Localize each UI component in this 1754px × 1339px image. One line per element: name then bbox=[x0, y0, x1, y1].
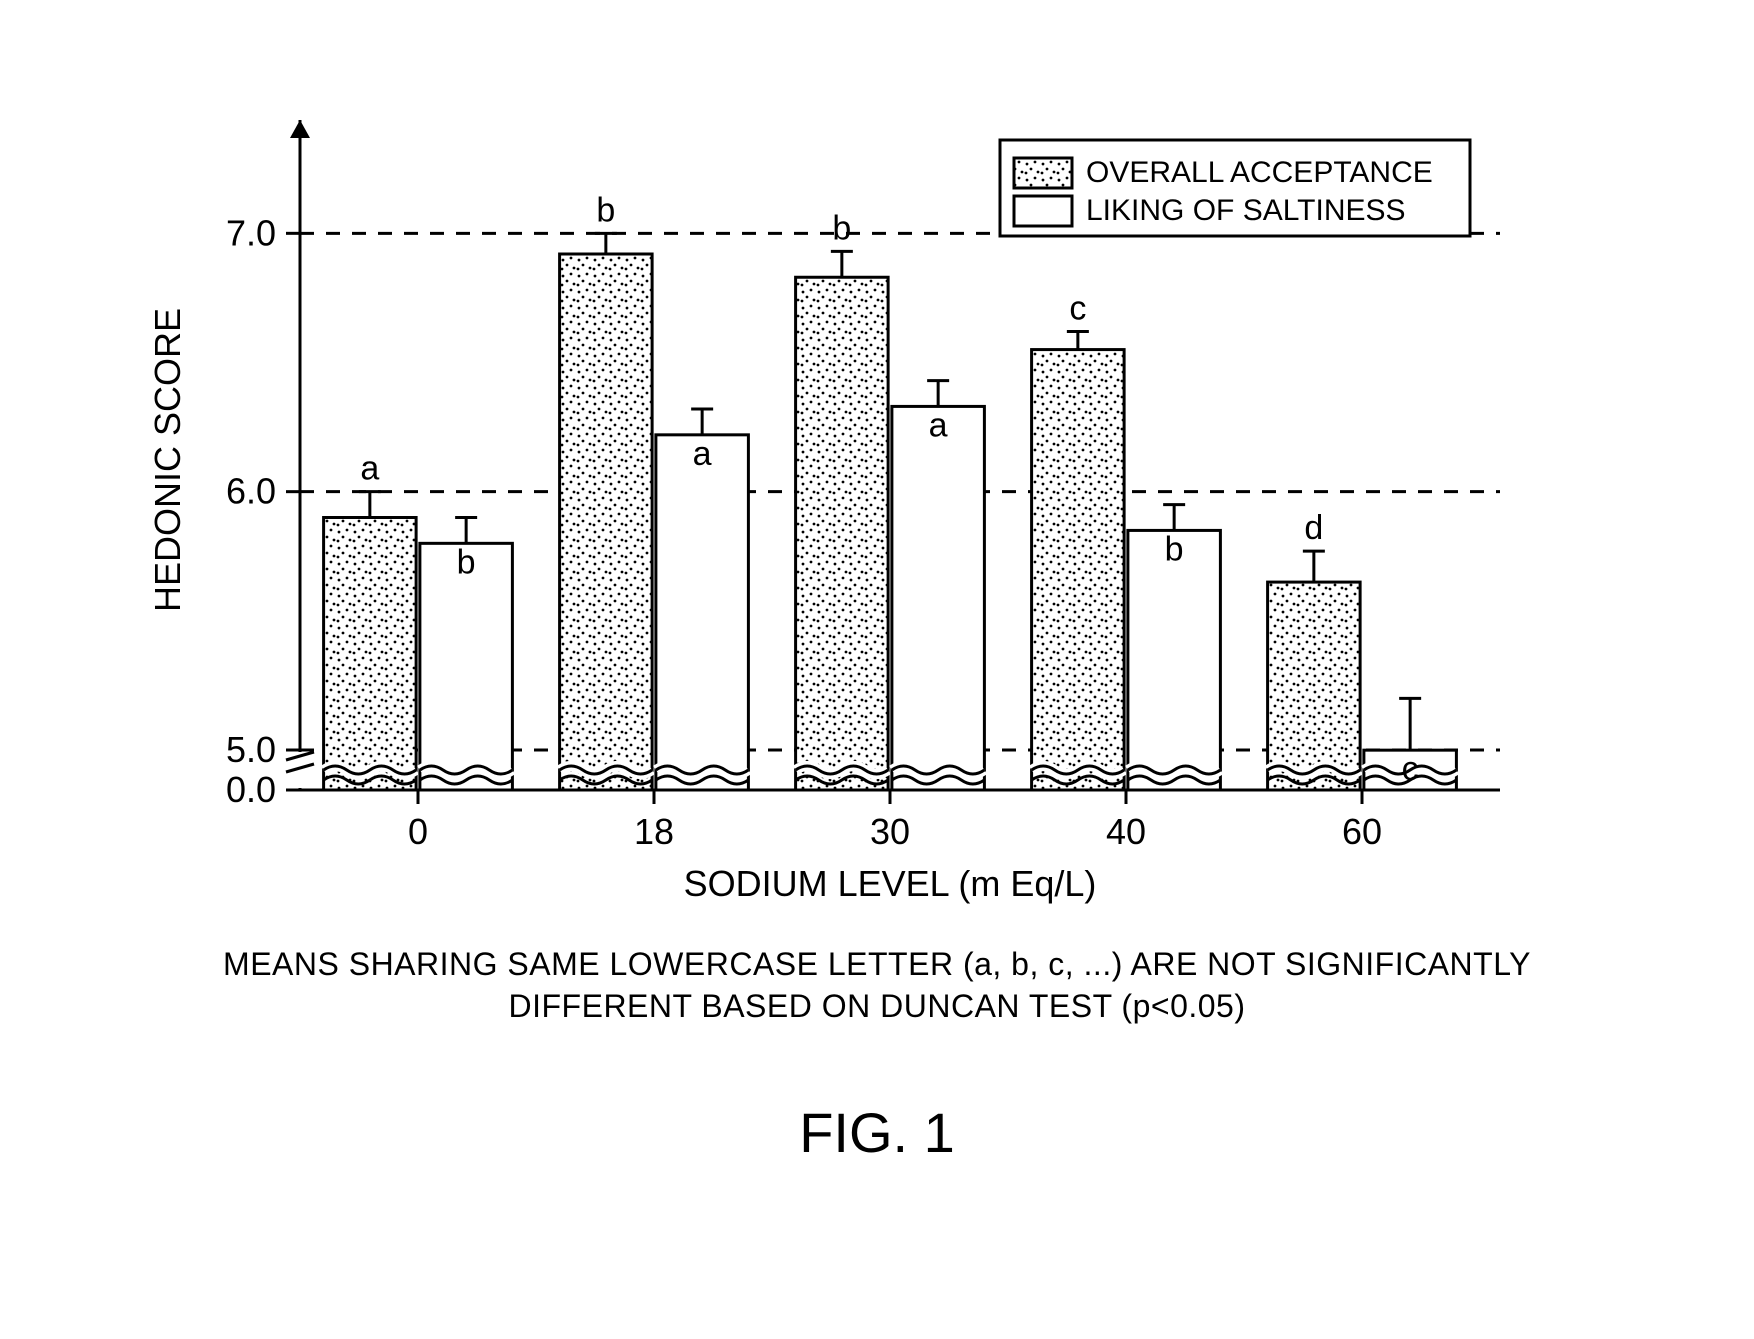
svg-text:c: c bbox=[1069, 290, 1086, 328]
caption-line-2: DIFFERENT BASED ON DUNCAN TEST (p<0.05) bbox=[0, 988, 1754, 1025]
bar bbox=[1032, 350, 1125, 790]
bar bbox=[796, 277, 889, 790]
bar bbox=[656, 435, 749, 790]
bar bbox=[1128, 530, 1221, 790]
svg-text:0.0: 0.0 bbox=[226, 769, 276, 810]
svg-text:30: 30 bbox=[870, 811, 910, 852]
svg-text:b: b bbox=[1165, 530, 1184, 568]
svg-text:HEDONIC SCORE: HEDONIC SCORE bbox=[147, 308, 188, 612]
svg-text:7.0: 7.0 bbox=[226, 212, 276, 253]
svg-text:LIKING OF SALTINESS: LIKING OF SALTINESS bbox=[1086, 194, 1406, 227]
svg-text:40: 40 bbox=[1106, 811, 1146, 852]
svg-text:60: 60 bbox=[1342, 811, 1382, 852]
svg-text:SODIUM LEVEL (m Eq/L): SODIUM LEVEL (m Eq/L) bbox=[684, 863, 1097, 904]
svg-text:5.0: 5.0 bbox=[226, 729, 276, 770]
figure-stage: 0.05.0 6.0 7.0 0 a b 18 b a 30 b a 40 c b 60 d c HEDONIC S… bbox=[0, 0, 1754, 1339]
bar bbox=[324, 518, 417, 791]
caption-line-1: MEANS SHARING SAME LOWERCASE LETTER (a, … bbox=[0, 946, 1754, 983]
svg-text:d: d bbox=[1304, 509, 1323, 547]
svg-text:b: b bbox=[596, 191, 615, 229]
svg-text:b: b bbox=[832, 209, 851, 247]
svg-text:a: a bbox=[693, 435, 712, 473]
svg-text:0: 0 bbox=[408, 811, 428, 852]
bar bbox=[892, 406, 985, 790]
bar bbox=[1268, 582, 1361, 790]
svg-text:a: a bbox=[360, 450, 379, 488]
figure-label: FIG. 1 bbox=[0, 1100, 1754, 1165]
svg-text:6.0: 6.0 bbox=[226, 471, 276, 512]
svg-text:a: a bbox=[929, 406, 948, 444]
svg-text:OVERALL ACCEPTANCE: OVERALL ACCEPTANCE bbox=[1086, 156, 1433, 189]
bar bbox=[560, 254, 653, 790]
svg-text:c: c bbox=[1402, 750, 1419, 788]
svg-text:b: b bbox=[457, 543, 476, 581]
svg-text:18: 18 bbox=[634, 811, 674, 852]
